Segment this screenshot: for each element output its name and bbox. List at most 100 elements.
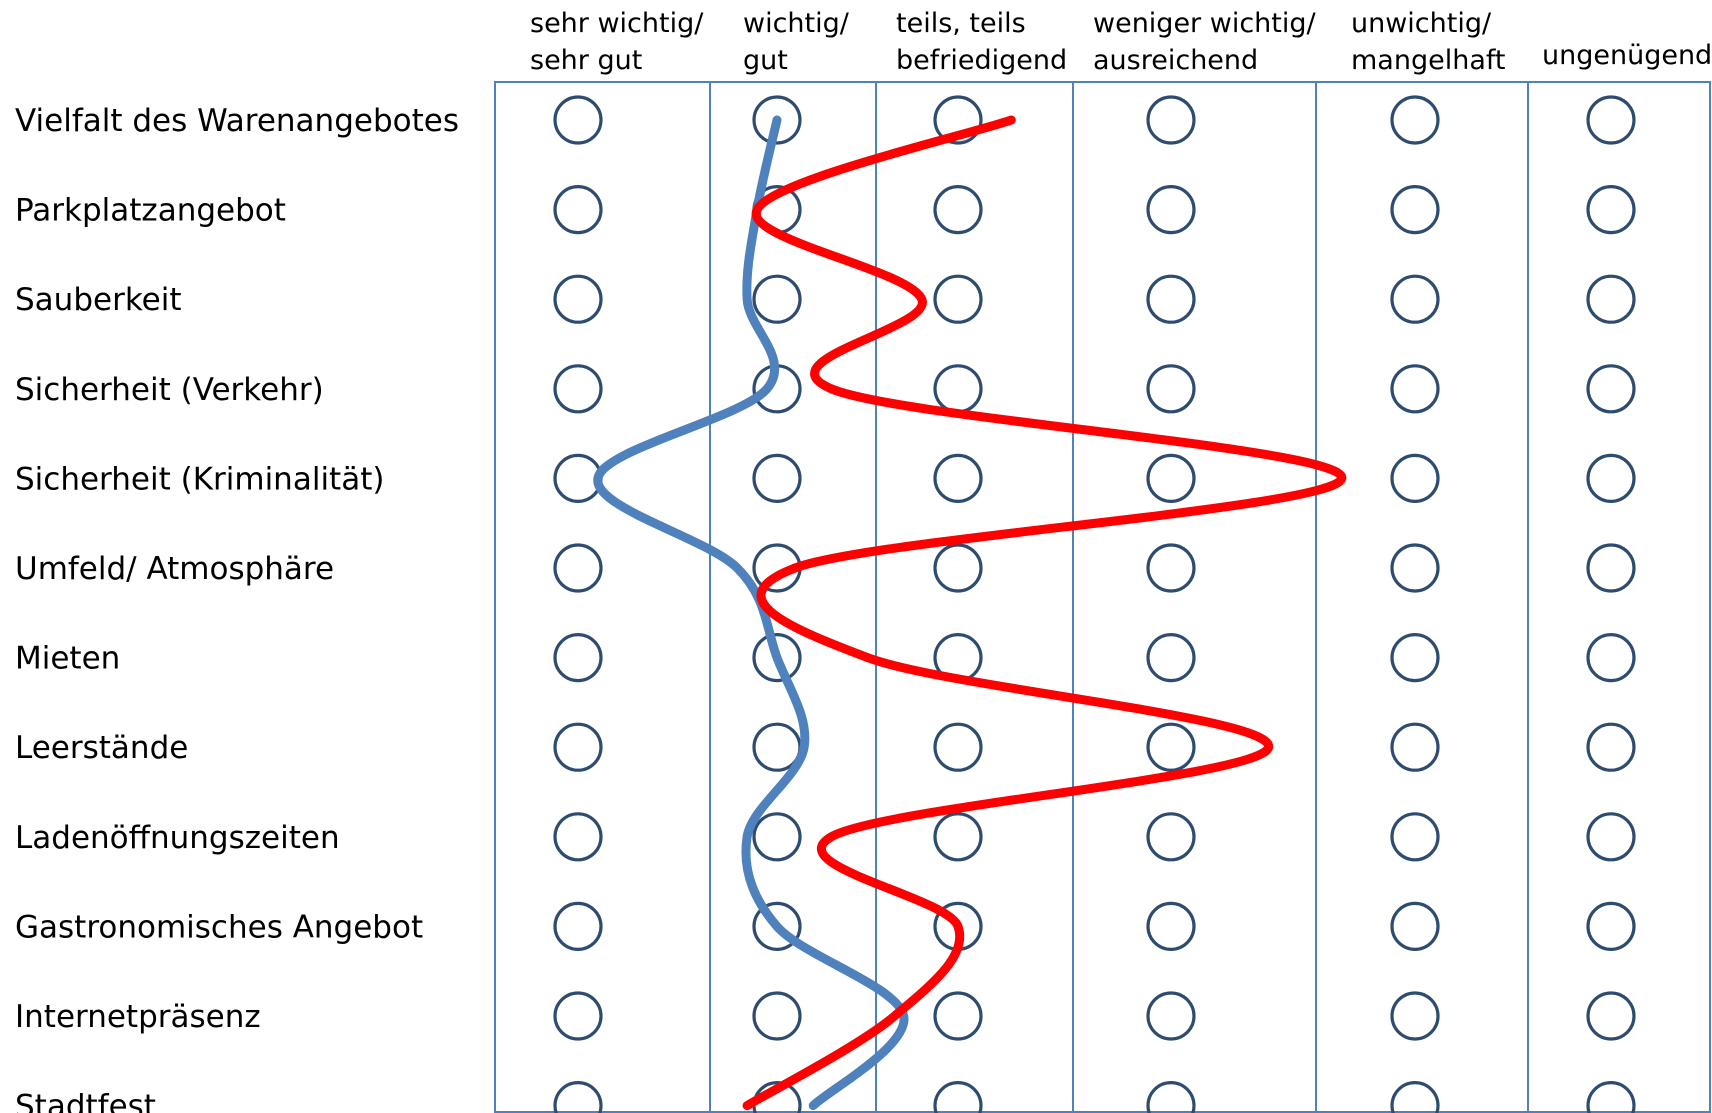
rating-circle[interactable] [933, 274, 983, 324]
rating-circle[interactable] [1146, 95, 1196, 145]
rating-circle[interactable] [1146, 991, 1196, 1041]
rating-circle[interactable] [1390, 722, 1440, 772]
column-header-line2: mangelhaft [1351, 45, 1506, 76]
rating-circle[interactable] [1390, 453, 1440, 503]
row-label: Umfeld/ Atmosphäre [15, 551, 334, 587]
rating-circle[interactable] [1146, 722, 1196, 772]
column-header-line1: teils, teils [896, 8, 1026, 39]
column-header-line1: sehr wichtig/ [530, 8, 704, 39]
rating-circle[interactable] [1146, 185, 1196, 235]
rating-circle[interactable] [553, 632, 603, 683]
rating-circle[interactable] [933, 543, 983, 593]
rating-circle[interactable] [1586, 812, 1636, 862]
row-label: Gastronomisches Angebot [15, 909, 423, 945]
row-label: Parkplatzangebot [15, 193, 286, 229]
rating-circle[interactable] [933, 1081, 983, 1113]
rating-circle[interactable] [933, 95, 983, 145]
column-header-line2: sehr gut [530, 45, 642, 76]
row-labels: Vielfalt des Warenangebotes Parkplatzange… [15, 103, 459, 1113]
rating-circle[interactable] [933, 722, 983, 772]
rating-circle[interactable] [752, 901, 802, 952]
grid-outline [494, 81, 1711, 1113]
row-label: Sicherheit (Kriminalität) [15, 461, 384, 497]
row-label: Leerstände [15, 730, 188, 766]
rating-circle[interactable] [1390, 812, 1440, 862]
rating-circle[interactable] [553, 812, 603, 862]
row-label: Vielfalt des Warenangebotes [15, 103, 459, 139]
rating-circle[interactable] [752, 991, 802, 1041]
rating-circle[interactable] [553, 95, 603, 145]
profile-line [742, 115, 1347, 1111]
rating-circle[interactable] [553, 1081, 603, 1113]
row-label: Ladenöffnungszeiten [15, 820, 340, 856]
rating-circle[interactable] [1390, 274, 1440, 324]
column-header: wichtig/gut [743, 8, 850, 76]
rating-circle[interactable] [752, 95, 802, 145]
rating-circle[interactable] [1390, 364, 1440, 414]
rating-circle[interactable] [553, 185, 603, 235]
rating-circle[interactable] [553, 364, 603, 414]
row-label: Sicherheit (Verkehr) [15, 372, 324, 408]
column-header-line1: weniger wichtig/ [1093, 8, 1317, 39]
column-header-line1: unwichtig/ [1351, 8, 1492, 39]
rating-circle[interactable] [933, 453, 983, 503]
rating-circle[interactable] [1146, 364, 1196, 414]
rating-circle[interactable] [553, 543, 603, 593]
column-header: teils, teils befriedigend [896, 8, 1067, 76]
rating-circle[interactable] [1586, 991, 1636, 1041]
rating-circle[interactable] [1390, 901, 1440, 952]
rating-circle[interactable] [1586, 901, 1636, 952]
rating-circle[interactable] [1586, 453, 1636, 503]
rating-circle[interactable] [1146, 543, 1196, 593]
rating-circle[interactable] [752, 274, 802, 324]
rating-circle[interactable] [553, 991, 603, 1041]
rating-circle[interactable] [1390, 95, 1440, 145]
rating-circle[interactable] [1390, 185, 1440, 235]
column-header-line2: ungenügend [1542, 40, 1712, 71]
rating-circle[interactable] [1586, 722, 1636, 772]
column-header-line2: befriedigend [896, 45, 1067, 76]
rating-circle[interactable] [1586, 1081, 1636, 1113]
row-label: Internetpräsenz [15, 999, 261, 1035]
rating-circle[interactable] [752, 812, 802, 862]
row-label: Stadtfest [15, 1089, 156, 1113]
column-header-line2: gut [743, 45, 788, 76]
rating-circle[interactable] [1146, 274, 1196, 324]
rating-circle[interactable] [1586, 364, 1636, 414]
rating-profiles [593, 115, 1347, 1111]
rating-circle[interactable] [1586, 543, 1636, 593]
rating-circle[interactable] [1390, 991, 1440, 1041]
rating-circle[interactable] [1390, 632, 1440, 683]
row-label: Mieten [15, 641, 120, 677]
rating-circle[interactable] [553, 901, 603, 952]
rating-circle[interactable] [553, 722, 603, 772]
column-header: weniger wichtig/ausreichend [1093, 8, 1317, 76]
rating-circle[interactable] [1146, 632, 1196, 683]
rating-circle[interactable] [553, 274, 603, 324]
rating-circle[interactable] [933, 185, 983, 235]
column-header-line1: wichtig/ [743, 8, 850, 39]
rating-circle[interactable] [1146, 453, 1196, 503]
rating-circle[interactable] [1586, 185, 1636, 235]
rating-circle[interactable] [1586, 632, 1636, 683]
rating-circle[interactable] [1390, 543, 1440, 593]
column-header-line2: ausreichend [1093, 45, 1258, 76]
column-header: unwichtig/mangelhaft [1351, 8, 1506, 76]
rating-circle[interactable] [933, 812, 983, 862]
column-headers: sehr wichtig/sehr gut wichtig/gut teils, t… [530, 8, 1712, 76]
rating-circle[interactable] [933, 991, 983, 1041]
rating-circles [553, 95, 1636, 1113]
rating-circle[interactable] [1146, 901, 1196, 952]
row-label: Sauberkeit [15, 282, 182, 318]
rating-circle[interactable] [1586, 95, 1636, 145]
column-header: sehr wichtig/sehr gut [530, 8, 704, 76]
column-header: ungenügend [1542, 40, 1712, 71]
rating-circle[interactable] [1586, 274, 1636, 324]
rating-circle[interactable] [933, 364, 983, 414]
rating-circle[interactable] [752, 453, 802, 503]
rating-circle[interactable] [1390, 1081, 1440, 1113]
rating-circle[interactable] [752, 632, 802, 683]
rating-circle[interactable] [1146, 812, 1196, 862]
rating-circle[interactable] [1146, 1081, 1196, 1113]
